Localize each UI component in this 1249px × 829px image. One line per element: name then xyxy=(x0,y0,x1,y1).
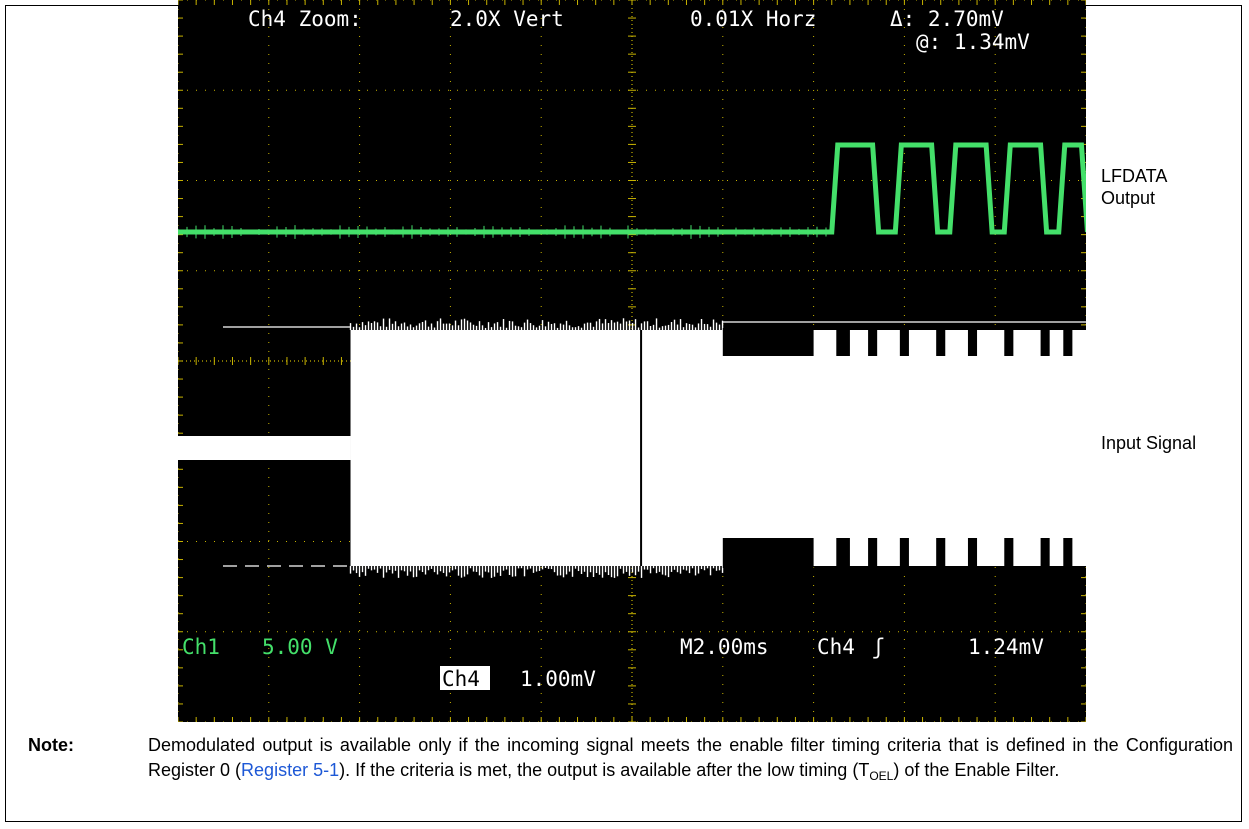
lfdata-waveform xyxy=(178,142,1086,235)
input-off-top xyxy=(1040,328,1050,356)
ch1-label: Ch1 xyxy=(182,635,220,659)
input-off-top xyxy=(936,328,946,356)
input-idle-band xyxy=(178,436,351,460)
lfdata-output-trace xyxy=(178,142,1086,239)
input-off-bottom xyxy=(1063,538,1073,568)
ch1-scale: 5.00 V xyxy=(262,635,338,659)
note-text: Demodulated output is available only if … xyxy=(148,733,1233,783)
lfdata-label-line1: LFDATA xyxy=(1101,166,1168,186)
ch4-scale: 1.00mV xyxy=(520,667,596,691)
input-off-top xyxy=(722,328,814,356)
input-off-bottom xyxy=(967,538,978,568)
delta-readout: Δ: 2.70mV xyxy=(890,7,1004,31)
input-off-bottom xyxy=(1004,538,1014,568)
oscilloscope-screen: Ch4 Zoom: 2.0X Vert 0.01X Horz Δ: 2.70mV… xyxy=(178,0,1086,722)
input-off-top xyxy=(836,328,850,356)
trigger-slope-icon: ʃ xyxy=(872,635,885,659)
input-signal-trace xyxy=(178,318,1086,578)
input-off-bottom xyxy=(868,538,878,568)
input-off-top xyxy=(868,328,878,356)
input-off-bottom xyxy=(1040,538,1050,568)
note-text-middle: ). If the criteria is met, the output is… xyxy=(339,760,870,780)
trigger-channel: Ch4 xyxy=(817,635,855,659)
note-label: Note: xyxy=(28,735,74,755)
lfdata-label-line2: Output xyxy=(1101,188,1156,208)
note-text-start: Demodulated output is available only if … xyxy=(148,735,1233,780)
input-off-bottom xyxy=(936,538,946,568)
input-off-top xyxy=(899,328,909,356)
input-off-bottom xyxy=(836,538,850,568)
input-off-top xyxy=(1004,328,1014,356)
lfdata-output-label: LFDATA Output xyxy=(1101,165,1231,209)
input-off-top xyxy=(1063,328,1073,356)
input-off-bottom xyxy=(899,538,909,568)
input-signal-label: Input Signal xyxy=(1101,433,1197,453)
vert-zoom: 2.0X Vert xyxy=(450,7,564,31)
note-text-end: ) of the Enable Filter. xyxy=(893,760,1060,780)
horz-zoom: 0.01X Horz xyxy=(690,7,816,31)
zoom-label: Ch4 Zoom: xyxy=(248,7,362,31)
ch4-badge: Ch4 xyxy=(442,667,480,691)
note-subscript: OEL xyxy=(869,769,894,783)
trigger-level: 1.24mV xyxy=(968,635,1044,659)
timebase: M2.00ms xyxy=(680,635,769,659)
register-link[interactable]: Register 5-1 xyxy=(241,760,340,780)
input-off-top xyxy=(967,328,978,356)
at-readout: @: 1.34mV xyxy=(916,30,1030,54)
ch4-badge-bg xyxy=(440,666,490,690)
input-off-bottom xyxy=(722,538,814,568)
input-burst xyxy=(350,330,1086,566)
